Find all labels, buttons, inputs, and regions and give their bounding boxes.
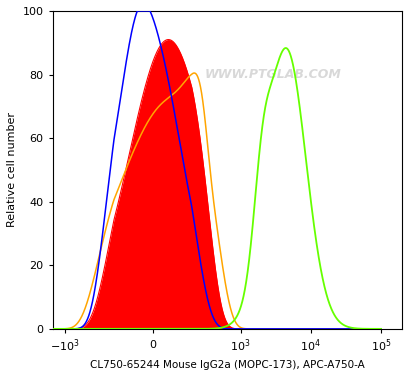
Text: WWW.PTGLAB.COM: WWW.PTGLAB.COM [204, 68, 341, 81]
X-axis label: CL750-65244 Mouse IgG2a (MOPC-173), APC-A750-A: CL750-65244 Mouse IgG2a (MOPC-173), APC-… [90, 360, 365, 370]
Y-axis label: Relative cell number: Relative cell number [7, 112, 17, 227]
